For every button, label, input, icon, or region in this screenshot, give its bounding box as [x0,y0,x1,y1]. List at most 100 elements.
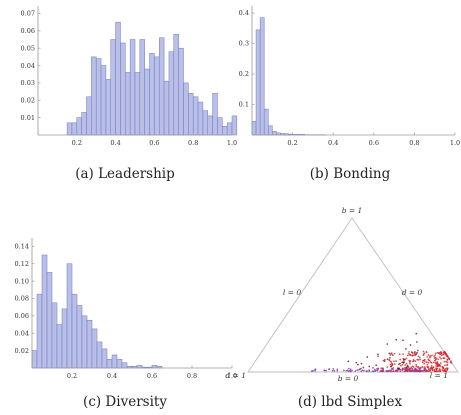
simplex-point [395,360,398,362]
leadership-x-tick-label: 0.8 [188,139,198,147]
bonding-x-tick-label: 0.4 [328,139,338,147]
simplex-point [419,356,421,359]
diversity-y-tick-label: 0.02 [15,347,29,355]
bonding-x-tick-label: 0.8 [409,139,419,147]
simplex-point [427,366,430,368]
simplex-point [382,370,385,373]
simplex-point [380,367,383,370]
simplex-point [431,369,434,371]
simplex-point [348,369,351,372]
leadership-bar [159,37,165,136]
simplex-point [423,360,426,362]
simplex-point [359,367,362,370]
simplex-point [439,370,441,373]
vertex-label-right: l = 1 [430,371,448,380]
simplex-point [336,369,339,372]
simplex-point [399,358,402,361]
diversity-x-tick-label: 0.2 [67,372,77,380]
diversity-y-tick-label: 0.12 [15,260,29,268]
simplex-point [372,367,374,369]
diversity-bar [51,302,58,369]
simplex-point [386,358,389,361]
simplex-point [386,343,389,345]
leadership-bar [192,96,199,136]
simplex-point [405,348,407,350]
simplex-point [331,369,334,372]
simplex-point [383,360,386,362]
diversity-x-tick-label: 1.0 [227,372,237,380]
simplex-point [439,356,441,358]
simplex-point [442,351,445,354]
simplex-point [433,355,436,358]
leadership-bar [144,68,150,136]
simplex-point [411,367,414,370]
simplex-point [404,364,407,366]
simplex-point [312,369,314,372]
simplex-point [374,369,377,372]
leadership-bar [197,101,204,136]
diversity-bar [101,348,108,369]
simplex-point [429,369,432,371]
leadership-y-tick-label: 0.02 [21,96,35,104]
leadership-bar [110,39,116,136]
chart-leadership: 0.2 0.4 0.6 0.8 1.0 0.01 0.02 0.03 0.04 0.05 0.06… [21,6,238,182]
simplex-point [424,366,426,368]
simplex-point [401,363,404,366]
simplex-point [403,361,405,364]
simplex-point [332,368,335,370]
leadership-bar [105,79,112,136]
simplex-point [440,357,442,360]
simplex-point [403,358,406,361]
diversity-y-tick-label: 0.06 [15,312,29,320]
simplex-point [435,365,437,367]
simplex-point [448,357,451,360]
simplex-point [418,367,420,370]
simplex-point [401,369,404,372]
simplex-point [429,361,432,363]
simplex-point [442,357,445,360]
leadership-bar [207,115,213,136]
diversity-bar [66,263,73,369]
simplex-point [444,364,446,367]
simplex-point [376,369,379,372]
simplex-point [357,363,359,366]
simplex-point [415,332,418,335]
simplex-point [439,353,441,356]
simplex-point [423,362,426,365]
simplex-point [366,356,369,358]
bonding-caption: (b) Bonding [310,166,391,182]
leadership-bar [134,72,141,136]
simplex-point [439,351,442,354]
simplex-point [333,370,336,372]
simplex-point [422,359,424,362]
simplex-point [405,362,408,365]
simplex-point [390,369,393,371]
leadership-bar [91,56,97,136]
leadership-bar [226,122,233,136]
diversity-bar [31,350,38,369]
leadership-bars [66,21,238,136]
simplex-point [368,370,371,372]
bonding-y-tick-label: 0.3 [239,40,249,48]
leadership-x-tick-label: 0.2 [72,139,82,147]
bonding-y-ticks: 0.1 0.2 0.3 0.4 [239,9,249,108]
simplex-point [405,366,407,369]
simplex-point [416,370,418,372]
simplex-point [403,367,406,369]
simplex-point [439,362,442,365]
diversity-bar [116,359,123,369]
leadership-bar [149,53,155,136]
bonding-x-tick-label: 0.2 [287,139,297,147]
simplex-point [419,358,421,361]
simplex-point [391,354,394,356]
simplex-point [430,365,433,367]
simplex-point [398,367,401,370]
simplex-point [415,353,417,355]
simplex-point [421,366,424,368]
diversity-x-tick-label: 0.6 [147,372,157,380]
simplex-point [426,363,429,366]
simplex-point [437,370,440,373]
simplex-point [407,365,409,368]
edge-label-bottom: b = 0 [338,374,359,383]
